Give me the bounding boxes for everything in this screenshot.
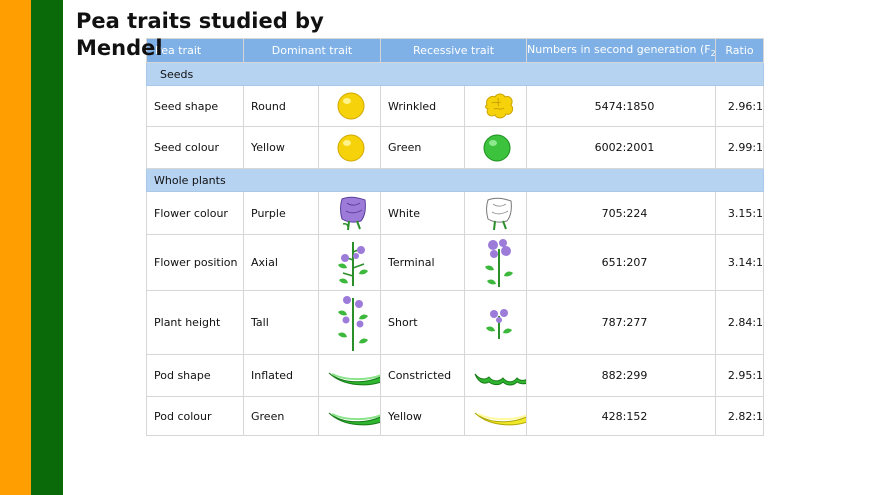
- yellow-seed-icon: [317, 126, 382, 169]
- wrinkled-seed-icon: [464, 85, 528, 127]
- cell-ratio: 3.15:1: [715, 191, 765, 235]
- orange-side-bar: [0, 0, 31, 495]
- cell-ratio: 3.14:1: [715, 234, 765, 291]
- cell-trait: Seed shape: [146, 85, 244, 127]
- slide-title: Pea traits studied by Mendel: [76, 9, 324, 60]
- inflated-pod-icon: [317, 354, 382, 397]
- header-recessive-trait: Recessive trait: [380, 38, 528, 63]
- short-plant-icon: [464, 290, 528, 355]
- cell-recessive: Terminal: [380, 234, 466, 291]
- table-row: Pod colour Green Yellow 428:152 2.82:1: [146, 396, 765, 436]
- cell-numbers: 5474:1850: [526, 85, 717, 127]
- terminal-flower-plant-icon: [464, 234, 528, 291]
- cell-trait: Flower colour: [146, 191, 244, 235]
- table-header-row: Pea trait Dominant trait Recessive trait…: [146, 38, 765, 63]
- table-row: Flower colour Purple White 705:224 3.15:…: [146, 191, 765, 235]
- cell-dominant: Tall: [243, 290, 319, 355]
- cell-numbers: 6002:2001: [526, 126, 717, 169]
- cell-recessive: Constricted: [380, 354, 466, 397]
- cell-ratio: 2.99:1: [715, 126, 765, 169]
- cell-recessive: Short: [380, 290, 466, 355]
- cell-numbers: 428:152: [526, 396, 717, 436]
- cell-numbers: 651:207: [526, 234, 717, 291]
- section-row-seeds: Seeds: [145, 62, 765, 86]
- table-row: Seed colour Yellow Green 6002:2001 2.99:…: [146, 126, 765, 169]
- cell-trait: Seed colour: [146, 126, 244, 169]
- cell-trait: Flower position: [146, 234, 244, 291]
- cell-numbers: 705:224: [526, 191, 717, 235]
- green-seed-icon: [464, 126, 528, 169]
- cell-recessive: Wrinkled: [380, 85, 466, 127]
- cell-recessive: Yellow: [380, 396, 466, 436]
- green-pod-icon: [317, 396, 382, 436]
- cell-recessive: White: [380, 191, 466, 235]
- cell-trait: Pod shape: [146, 354, 244, 397]
- cell-ratio: 2.96:1: [715, 85, 765, 127]
- header-numbers-text: Numbers in second generation (F: [527, 42, 711, 56]
- section-label-whole-plants: Whole plants: [145, 168, 765, 192]
- cell-ratio: 2.82:1: [715, 396, 765, 436]
- header-numbers: Numbers in second generation (F2): [526, 38, 717, 63]
- cell-dominant: Round: [243, 85, 319, 127]
- table-row: Flower position Axial Terminal 651:207 3…: [146, 234, 765, 291]
- cell-numbers: 787:277: [526, 290, 717, 355]
- cell-dominant: Axial: [243, 234, 319, 291]
- cell-trait: Pod colour: [146, 396, 244, 436]
- constricted-pod-icon: [464, 354, 528, 397]
- green-side-bar: [31, 0, 63, 495]
- pea-traits-table: Pea trait Dominant trait Recessive trait…: [145, 38, 765, 436]
- section-label-seeds: Seeds: [145, 62, 765, 86]
- cell-recessive: Green: [380, 126, 466, 169]
- axial-flower-plant-icon: [317, 234, 382, 291]
- cell-dominant: Purple: [243, 191, 319, 235]
- cell-trait: Plant height: [146, 290, 244, 355]
- table-row: Plant height Tall Short 787:277 2.84:1: [146, 290, 765, 355]
- round-seed-icon: [317, 85, 382, 127]
- cell-dominant: Green: [243, 396, 319, 436]
- section-row-whole-plants: Whole plants: [145, 168, 765, 192]
- cell-numbers: 882:299: [526, 354, 717, 397]
- purple-flower-icon: [317, 191, 382, 235]
- cell-ratio: 2.95:1: [715, 354, 765, 397]
- header-pea-trait: Pea trait: [146, 38, 244, 63]
- cell-dominant: Inflated: [243, 354, 319, 397]
- header-ratio: Ratio: [715, 38, 765, 63]
- tall-plant-icon: [317, 290, 382, 355]
- cell-ratio: 2.84:1: [715, 290, 765, 355]
- cell-dominant: Yellow: [243, 126, 319, 169]
- yellow-pod-icon: [464, 396, 528, 436]
- table-row: Seed shape Round Wrinkled 5474:1850 2.96…: [146, 85, 765, 127]
- table-row: Pod shape Inflated Constricted 882:299 2…: [146, 354, 765, 397]
- white-flower-icon: [464, 191, 528, 235]
- header-numbers-subscript: 2: [710, 49, 716, 59]
